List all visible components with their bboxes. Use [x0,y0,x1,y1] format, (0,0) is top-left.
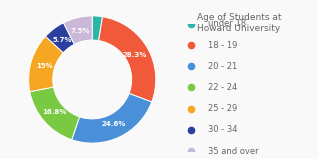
Text: under 18: under 18 [209,19,246,28]
Text: 18 - 19: 18 - 19 [209,41,238,50]
Text: 24.6%: 24.6% [101,121,126,127]
Text: Age of Students at
Howard University: Age of Students at Howard University [197,13,282,33]
Text: 35 and over: 35 and over [209,147,259,156]
Wedge shape [30,87,80,140]
Wedge shape [29,36,63,92]
Text: 15%: 15% [36,63,53,69]
Wedge shape [64,16,92,44]
Text: 30 - 34: 30 - 34 [209,125,238,134]
Wedge shape [45,23,74,53]
Text: 16.8%: 16.8% [43,109,67,115]
Wedge shape [99,17,156,102]
Text: 28.3%: 28.3% [123,52,147,58]
Text: 25 - 29: 25 - 29 [209,104,238,113]
Text: 20 - 21: 20 - 21 [209,62,238,71]
Text: 7.5%: 7.5% [71,28,90,34]
Wedge shape [72,93,152,143]
Text: 22 - 24: 22 - 24 [209,83,238,92]
Wedge shape [92,16,102,41]
Text: 5.7%: 5.7% [52,37,72,43]
